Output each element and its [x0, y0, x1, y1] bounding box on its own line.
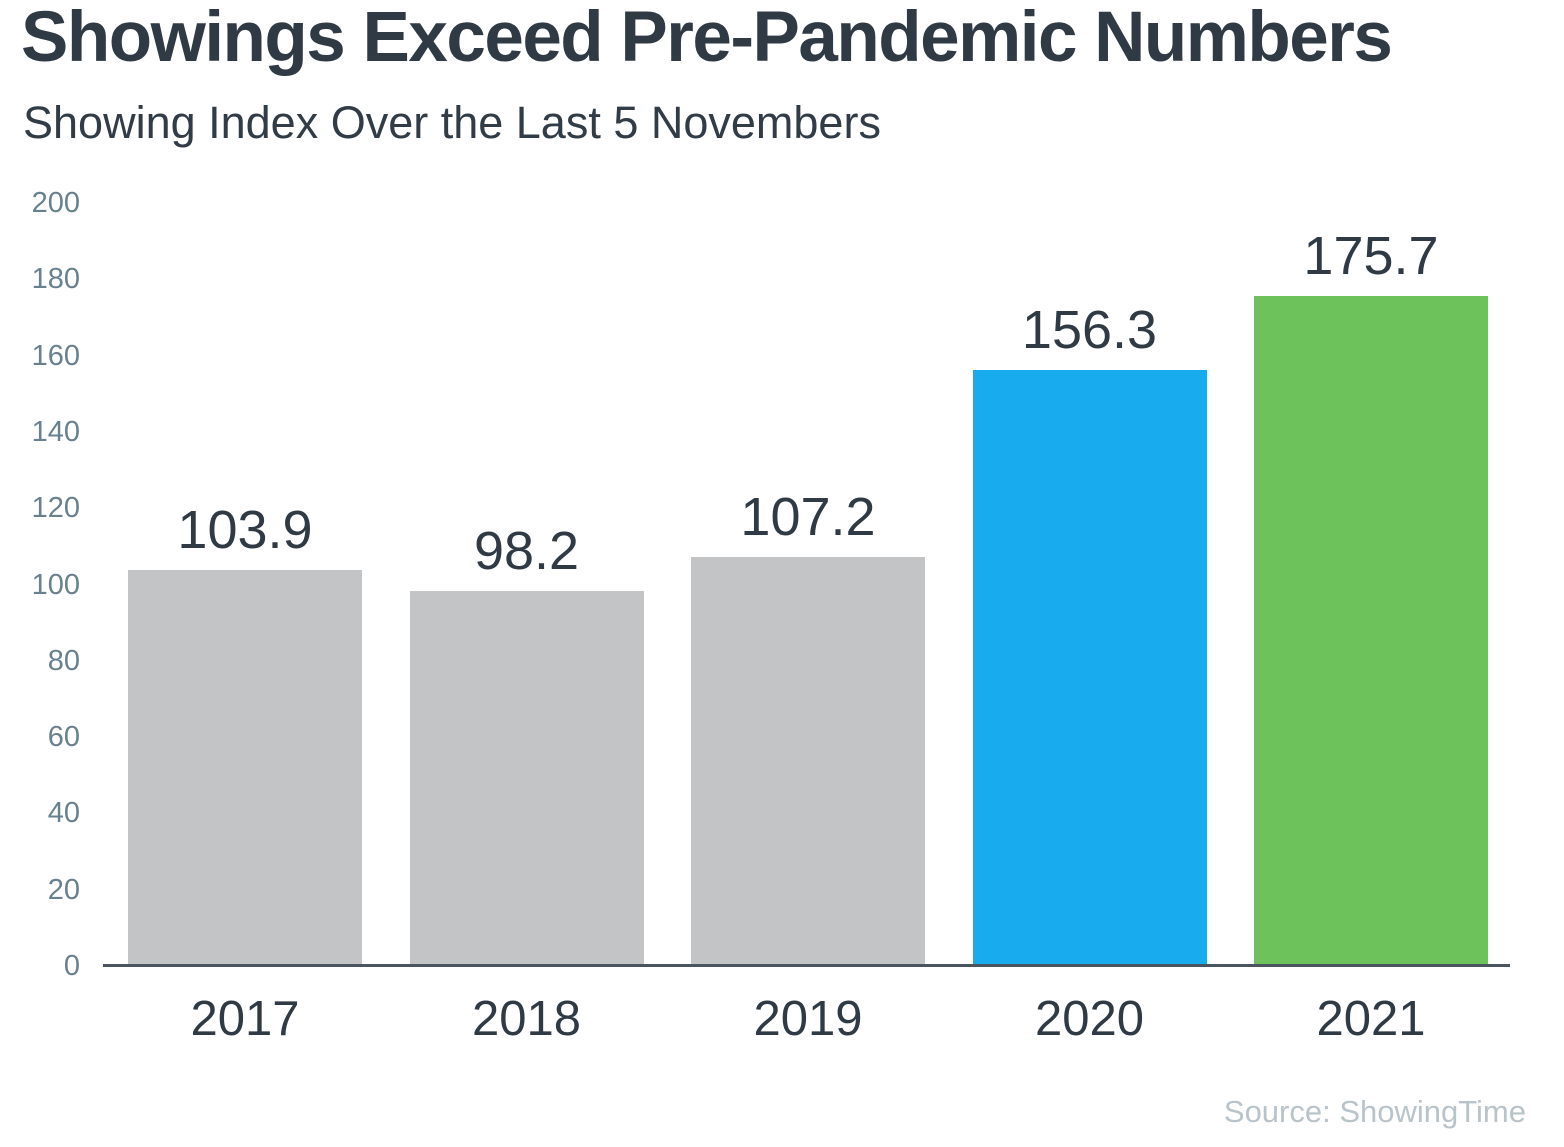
x-axis-line — [103, 964, 1510, 967]
x-axis-tick-label-2017: 2017 — [190, 992, 300, 1046]
bar-2019 — [691, 557, 925, 964]
y-axis-tick-label: 20 — [47, 873, 80, 906]
bar-value-label-2019: 107.2 — [740, 487, 876, 548]
bar-value-label-2020: 156.3 — [1021, 299, 1158, 360]
y-axis-tick-label: 0 — [63, 950, 80, 982]
y-axis-tick-label: 60 — [47, 721, 80, 754]
y-axis-tick-label: 80 — [47, 644, 80, 677]
y-axis-tick-label: 180 — [31, 263, 80, 296]
bar-2021 — [1254, 295, 1488, 964]
x-axis-tick-label-2021: 2021 — [1316, 992, 1426, 1046]
x-axis-tick-label-2020: 2020 — [1034, 992, 1144, 1046]
chart-title: Showings Exceed Pre-Pandemic Numbers — [21, 0, 1393, 77]
bar-value-label-2017: 103.9 — [177, 499, 313, 560]
source-attribution: Source: ShowingTime — [1223, 1094, 1526, 1129]
y-axis-tick-label: 120 — [31, 492, 80, 525]
bar-2018 — [409, 591, 644, 964]
y-axis-tick-label: 200 — [31, 187, 80, 219]
y-axis-tick-label: 40 — [47, 797, 80, 830]
y-axis-tick-label: 140 — [31, 415, 80, 448]
chart-subtitle: Showing Index Over the Last 5 Novembers — [23, 97, 881, 148]
y-axis-tick-label: 100 — [31, 568, 80, 601]
y-axis-tick-label: 160 — [31, 339, 80, 372]
bar-value-label-2021: 175.7 — [1303, 225, 1439, 286]
x-axis-tick-label-2019: 2019 — [753, 992, 863, 1046]
bar-2017 — [128, 569, 362, 964]
bar-2020 — [972, 369, 1207, 964]
bar-value-label-2018: 98.2 — [473, 521, 580, 582]
x-axis-tick-label-2018: 2018 — [471, 992, 581, 1046]
